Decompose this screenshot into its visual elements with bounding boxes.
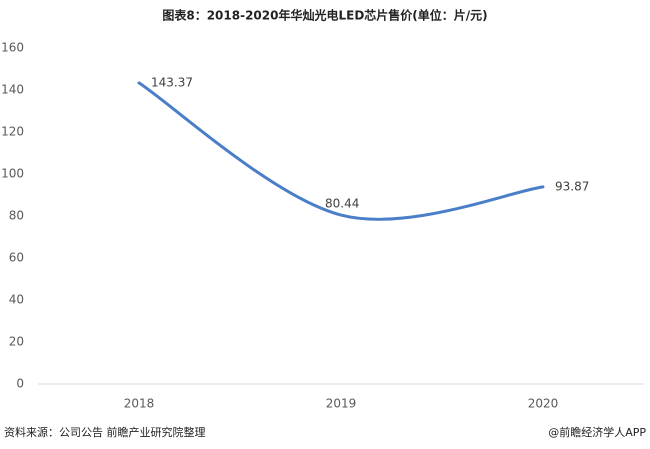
line [137,81,545,221]
data-label: 143.37 [151,75,193,89]
x-tick-label: 2019 [326,397,357,411]
x-tick-label: 2020 [528,397,559,411]
y-tick-label: 120 [1,125,24,139]
y-tick-label: 40 [9,293,24,307]
y-tick-label: 140 [1,83,24,97]
chart-title: 图表8：2018-2020年华灿光电LED芯片售价(单位：片/元) [162,8,487,23]
x-tick-label: 2018 [124,397,155,411]
y-tick-label: 20 [9,335,24,349]
y-tick-label: 80 [9,209,24,223]
source-note: 资料来源：公司公告 前瞻产业研究院整理 [4,425,206,439]
data-label: 93.87 [555,179,589,193]
y-tick-label: 0 [16,377,24,391]
y-tick-label: 60 [9,251,24,265]
credit: @前瞻经济学人APP [548,425,646,439]
data-label: 80.44 [325,197,359,211]
y-tick-label: 100 [1,167,24,181]
y-tick-label: 160 [1,41,24,55]
